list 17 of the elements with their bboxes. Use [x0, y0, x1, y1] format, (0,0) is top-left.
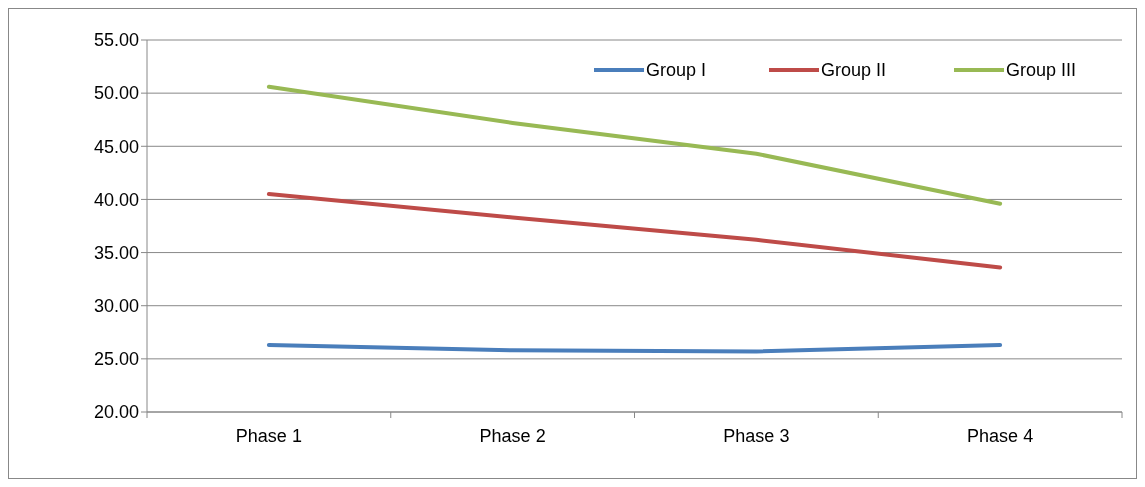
x-tick-label: Phase 2 — [479, 426, 546, 446]
y-tick-label: 25.00 — [93, 349, 139, 370]
y-tick-label: 35.00 — [93, 242, 139, 263]
x-tick-label: Phase 3 — [723, 426, 790, 446]
legend-label: Group II — [821, 60, 887, 81]
line-series — [266, 84, 1003, 206]
y-tick-label: 40.00 — [93, 189, 139, 210]
y-tick-label: 30.00 — [93, 296, 139, 317]
x-tick-label: Phase 1 — [235, 426, 302, 446]
x-tick-label: Phase 4 — [967, 426, 1034, 446]
legend-label: Group I — [646, 60, 707, 81]
y-tick-label: 45.00 — [93, 136, 139, 157]
legend-label: Group III — [1006, 60, 1077, 81]
y-tick-label: 55.00 — [93, 30, 139, 51]
y-tick-label: 20.00 — [93, 402, 139, 423]
line-series — [266, 192, 1003, 270]
y-tick-label: 50.00 — [93, 83, 139, 104]
